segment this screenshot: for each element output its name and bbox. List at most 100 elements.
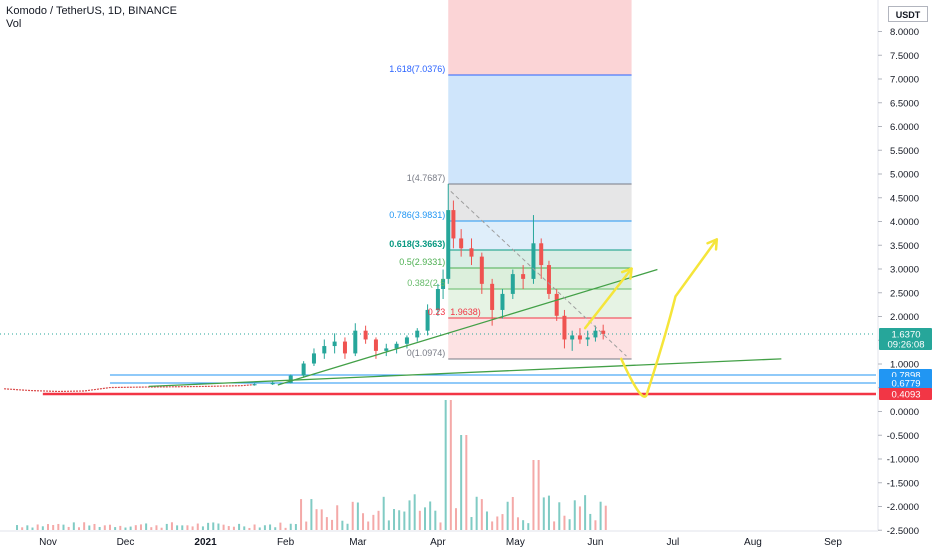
price-tag-countdown: 09:26:08 [888, 340, 925, 351]
fib-level-label: 0.786(3.9831) [389, 210, 445, 220]
fib-level-label-extra: 1.9638) [450, 307, 481, 317]
volume-bar [289, 523, 292, 530]
volume-bar [506, 501, 509, 530]
candle-body [562, 315, 567, 340]
candle-body [332, 341, 337, 347]
y-tick-label: 0.0000 [890, 407, 919, 418]
volume-bar [72, 522, 75, 530]
trend-line [450, 191, 627, 357]
candle-body [342, 341, 347, 354]
candle-body [288, 375, 293, 383]
volume-bar [485, 511, 488, 530]
candle-body [490, 283, 495, 310]
volume-bar [408, 500, 411, 530]
volume-bar [31, 527, 34, 530]
volume-bar [67, 526, 70, 530]
volume-bar [310, 499, 313, 530]
fib-level-label: 1(4.7687) [407, 173, 446, 183]
volume-bar [341, 520, 344, 530]
candle-body [322, 346, 327, 354]
volume-bar [88, 525, 91, 530]
y-tick-label: 7.0000 [890, 75, 919, 86]
volume-bar [558, 502, 561, 530]
y-tick-label: 1.0000 [890, 360, 919, 371]
candle-body [404, 337, 409, 344]
volume-bar [568, 519, 571, 530]
y-tick-label: 3.5000 [890, 241, 919, 252]
early-price-path [4, 383, 255, 393]
volume-bar [547, 495, 550, 530]
volume-bar [21, 527, 24, 530]
y-tick-label: 5.5000 [890, 146, 919, 157]
plot-area: 1.618(7.0376) 1(4.7687) 0.786(3.9831) 0.618… [0, 0, 876, 530]
y-tick-label: 4.0000 [890, 217, 919, 228]
volume-bar [578, 506, 581, 530]
volume-bar [77, 527, 80, 530]
volume-bar [594, 520, 597, 530]
volume-bar [258, 527, 261, 530]
volume-bar [186, 525, 189, 530]
currency-button[interactable]: USDT [888, 6, 928, 22]
fib-level-label: 1.618(7.0376) [389, 64, 445, 74]
volume-bar [346, 523, 349, 530]
volume-bar [134, 525, 137, 530]
volume-bar [108, 524, 111, 530]
arrowhead [706, 238, 719, 251]
volume-bar [522, 520, 525, 530]
candle-body [441, 278, 446, 289]
volume-bar [26, 525, 29, 530]
candle-body [425, 309, 430, 331]
volume-bar [52, 525, 55, 530]
volume-bar [114, 527, 117, 530]
volume-bar [429, 501, 432, 530]
volume-bar [191, 526, 194, 530]
y-tick-label: -1.5000 [887, 478, 919, 489]
volume-bar [83, 522, 86, 530]
volume-bar [119, 525, 122, 530]
volume-bar [248, 527, 251, 530]
price-tag-value: 0.7898 [891, 371, 920, 382]
volume-bar [176, 525, 179, 530]
candle-body [451, 210, 456, 239]
candle-body [353, 330, 358, 354]
volume-bar [124, 527, 127, 530]
fib-level-label: 0(1.0974) [407, 348, 446, 358]
candle-body [554, 293, 559, 316]
volume-bar [527, 523, 530, 530]
fib-level-label: 0.618(3.3663) [389, 239, 445, 249]
volume-bar [480, 499, 483, 530]
volume-bar [98, 526, 101, 530]
volume-bar [16, 525, 19, 530]
volume-bar [424, 507, 427, 530]
trend-line [148, 358, 782, 388]
volume-bar [227, 526, 230, 530]
volume-bar [196, 523, 199, 530]
volume-bar [413, 494, 416, 530]
volume-bar [542, 497, 545, 530]
volume-label: Vol [6, 18, 22, 30]
volume-bar [382, 496, 385, 530]
x-tick-label: 2021 [194, 537, 217, 548]
candle-body [301, 363, 306, 376]
volume-bar [222, 524, 225, 530]
price-tag-value: 0.4093 [891, 390, 920, 401]
volume-bar [449, 400, 452, 530]
x-tick-label: Aug [744, 537, 762, 548]
volume-bar [325, 517, 328, 530]
volume-bar [238, 523, 241, 530]
candle-body [469, 248, 474, 257]
x-tick-label: Mar [349, 537, 367, 548]
volume-bar [300, 499, 303, 530]
volume-bar [305, 521, 308, 530]
volume-bar [269, 524, 272, 530]
volume-bar [356, 502, 359, 530]
y-tick-label: 7.5000 [890, 51, 919, 62]
volume-bar [434, 510, 437, 530]
volume-bar [263, 525, 266, 530]
candle-body [500, 293, 505, 310]
volume-bar [398, 510, 401, 530]
volume-bar [93, 523, 96, 530]
volume-bar [284, 527, 287, 530]
symbol-title: Komodo / TetherUS, 1D, BINANCE [6, 5, 177, 17]
candle-body [435, 289, 440, 310]
